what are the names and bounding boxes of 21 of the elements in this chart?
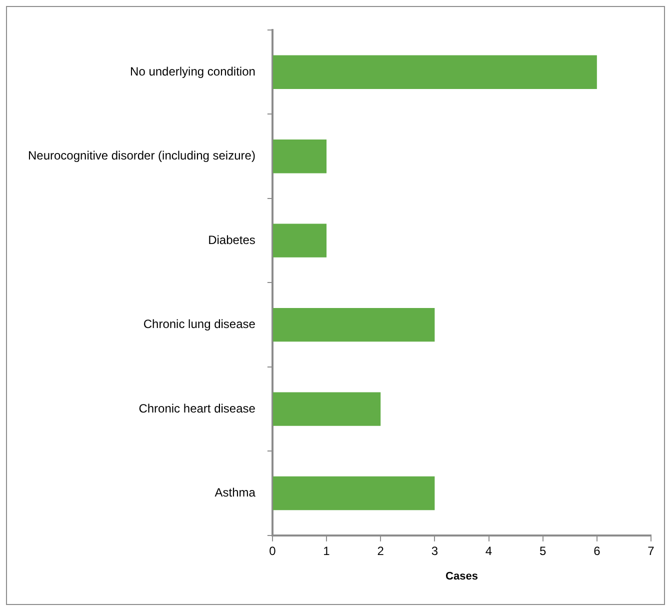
y-tick-label: Chronic heart disease — [138, 401, 256, 416]
x-tick-label: 7 — [648, 544, 655, 558]
y-tick-label: No underlying condition — [130, 64, 256, 78]
x-tick-label: 1 — [323, 544, 330, 558]
x-axis-title: Cases — [446, 570, 478, 582]
bar — [272, 224, 327, 258]
bar — [272, 392, 381, 426]
x-tick-label: 5 — [539, 544, 546, 558]
bar — [272, 55, 597, 89]
bar — [272, 476, 435, 510]
y-tick-label: Neurocognitive disorder (including seizure) — [28, 148, 256, 163]
x-tick-label: 6 — [594, 544, 601, 558]
bar — [272, 308, 435, 342]
y-tick-label: Chronic lung disease — [143, 317, 256, 332]
y-tick-label: Diabetes — [208, 232, 256, 247]
x-tick-label: 2 — [377, 544, 384, 558]
bar — [272, 140, 327, 174]
x-tick-label: 4 — [485, 544, 492, 558]
x-tick-label: 3 — [431, 544, 438, 558]
y-tick-label: Asthma — [214, 486, 256, 500]
x-tick-label: 0 — [269, 544, 276, 558]
